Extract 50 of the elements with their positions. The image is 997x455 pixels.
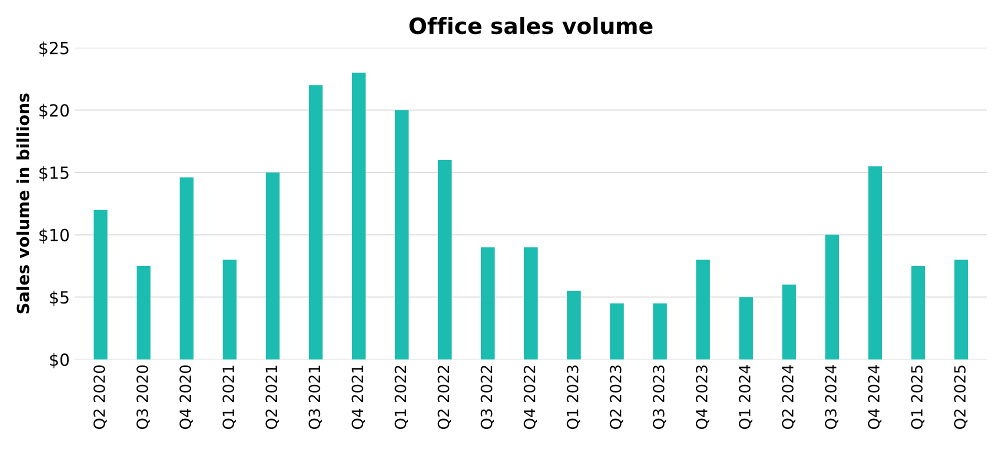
bar: [136, 266, 151, 360]
bar: [180, 177, 194, 360]
x-tick-label: Q2 2022: [438, 366, 452, 429]
y-tick-label: $5: [50, 290, 68, 306]
x-tick-label: Q2 2021: [266, 366, 279, 429]
x-tick-label: Q4 2021: [352, 366, 365, 429]
bar: [567, 290, 581, 360]
x-tick-label: Q4 2022: [524, 366, 538, 429]
bar: [782, 284, 796, 360]
bar: [610, 303, 624, 360]
x-tick-label: Q3 2024: [824, 365, 838, 429]
x-tick-label: Q1 2023: [566, 366, 580, 429]
x-tick-label: Q1 2025: [911, 366, 924, 429]
bar: [524, 247, 538, 360]
x-tick-label: Q2 2024: [782, 365, 796, 429]
bar: [94, 210, 108, 360]
x-tick-label: Q2 2023: [610, 366, 624, 429]
y-axis-title: Sales volume in billions: [16, 94, 30, 314]
y-tick-label: $10: [39, 228, 69, 244]
x-tick-label: Q4 2024: [868, 365, 882, 429]
bar: [696, 260, 710, 360]
bar: [394, 110, 409, 360]
x-tick-label: Q2 2025: [954, 366, 968, 429]
x-tick-label: Q3 2023: [652, 366, 666, 429]
x-tick-label: Q2 2020: [93, 365, 107, 429]
y-tick-label: $15: [39, 166, 68, 182]
bar: [308, 85, 323, 360]
x-tick-label: Q3 2020: [136, 365, 150, 429]
y-tick-label: $25: [39, 41, 68, 57]
bar: [825, 234, 840, 360]
x-tick-label: Q4 2023: [696, 366, 710, 429]
chart-title: Office sales volume: [409, 17, 652, 34]
bar: [653, 303, 667, 360]
bar: [352, 72, 366, 360]
x-tick-label: Q4 2020: [180, 365, 193, 429]
y-tick-label: $20: [39, 104, 69, 119]
bar: [868, 166, 882, 360]
x-tick-label: Q1 2022: [394, 366, 408, 429]
bar: [222, 260, 237, 360]
y-tick-label: $0: [50, 353, 69, 368]
bar: [438, 160, 452, 360]
bar: [954, 260, 968, 360]
x-tick-label: Q1 2021: [222, 366, 236, 429]
bar: [266, 172, 280, 360]
bar: [739, 297, 753, 360]
bar: [911, 266, 926, 360]
x-tick-label: Q3 2021: [308, 366, 322, 429]
x-tick-label: Q3 2022: [480, 366, 494, 429]
x-tick-label: Q1 2024: [738, 365, 752, 429]
bar: [480, 247, 495, 360]
